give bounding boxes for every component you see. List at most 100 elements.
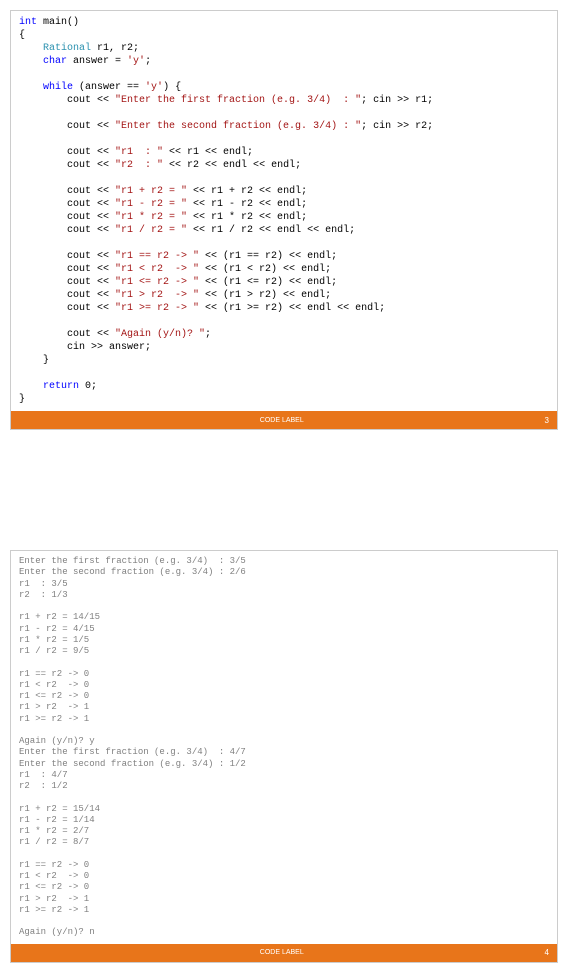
code-token: ; cin >> r2;: [361, 121, 433, 132]
page-number: 3: [545, 416, 549, 425]
console-line: r1 <= r2 -> 0: [19, 882, 549, 893]
code-line: cout << "r1 >= r2 -> " << (r1 >= r2) << …: [19, 302, 549, 315]
code-token: "r2 : ": [115, 160, 163, 171]
console-line: Again (y/n)? n: [19, 927, 549, 938]
code-token: answer =: [67, 56, 127, 67]
code-token: return: [43, 381, 79, 392]
code-token: cout <<: [67, 264, 115, 275]
code-token: main(): [37, 17, 79, 28]
code-token: ;: [205, 329, 211, 340]
code-token: ;: [145, 56, 151, 67]
console-line: r1 - r2 = 1/14: [19, 815, 549, 826]
console-line: r1 < r2 -> 0: [19, 680, 549, 691]
code-token: [19, 134, 25, 145]
console-line: Again (y/n)? y: [19, 736, 549, 747]
code-token: cout <<: [67, 121, 115, 132]
code-line: cout << "r1 : " << r1 << endl;: [19, 146, 549, 159]
code-token: "r1 >= r2 -> ": [115, 303, 199, 314]
code-line: cin >> answer;: [19, 341, 549, 354]
code-token: << r1 - r2 << endl;: [187, 199, 307, 210]
code-token: "Enter the first fraction (e.g. 3/4) : ": [115, 95, 361, 106]
code-token: "r1 <= r2 -> ": [115, 277, 199, 288]
code-footer: CODE LABEL 3: [11, 411, 557, 429]
code-line: [19, 315, 549, 328]
console-line: r1 == r2 -> 0: [19, 860, 549, 871]
code-line: cout << "r1 > r2 -> " << (r1 > r2) << en…: [19, 289, 549, 302]
console-line: [19, 657, 549, 668]
code-line: cout << "r2 : " << r2 << endl << endl;: [19, 159, 549, 172]
code-line: cout << "Enter the first fraction (e.g. …: [19, 94, 549, 107]
code-token: << r1 + r2 << endl;: [187, 186, 307, 197]
console-line: r1 - r2 = 4/15: [19, 624, 549, 635]
code-line: cout << "r1 == r2 -> " << (r1 == r2) << …: [19, 250, 549, 263]
code-token: r1, r2;: [91, 43, 139, 54]
output-footer: CODE LABEL 4: [11, 944, 557, 962]
code-token: while: [43, 82, 73, 93]
code-token: char: [43, 56, 67, 67]
code-line: cout << "r1 + r2 = " << r1 + r2 << endl;: [19, 185, 549, 198]
code-token: << r1 << endl;: [163, 147, 253, 158]
code-line: [19, 237, 549, 250]
code-token: cout <<: [67, 147, 115, 158]
code-token: [19, 368, 25, 379]
code-token: cout <<: [67, 277, 115, 288]
code-token: ; cin >> r1;: [361, 95, 433, 106]
code-line: cout << "r1 < r2 -> " << (r1 < r2) << en…: [19, 263, 549, 276]
code-line: cout << "r1 <= r2 -> " << (r1 <= r2) << …: [19, 276, 549, 289]
console-line: [19, 792, 549, 803]
code-line: cout << "Again (y/n)? ";: [19, 328, 549, 341]
code-line: while (answer == 'y') {: [19, 81, 549, 94]
code-token: }: [43, 355, 49, 366]
code-token: cout <<: [67, 225, 115, 236]
console-line: r1 * r2 = 1/5: [19, 635, 549, 646]
code-token: "r1 < r2 -> ": [115, 264, 199, 275]
footer-label: CODE LABEL: [19, 949, 545, 956]
console-line: r1 + r2 = 15/14: [19, 804, 549, 815]
console-line: r1 > r2 -> 1: [19, 894, 549, 905]
code-token: [19, 173, 25, 184]
code-line: cout << "r1 - r2 = " << r1 - r2 << endl;: [19, 198, 549, 211]
code-token: 'y': [127, 56, 145, 67]
code-token: 0;: [79, 381, 97, 392]
code-token: "Again (y/n)? ": [115, 329, 205, 340]
console-line: r1 >= r2 -> 1: [19, 714, 549, 725]
code-block: int main(){ Rational r1, r2; char answer…: [10, 10, 558, 430]
code-token: (answer ==: [73, 82, 145, 93]
code-token: "r1 : ": [115, 147, 163, 158]
code-token: [19, 316, 25, 327]
code-line: [19, 133, 549, 146]
console-line: r1 / r2 = 9/5: [19, 646, 549, 657]
code-content: int main(){ Rational r1, r2; char answer…: [11, 11, 557, 411]
code-token: "Enter the second fraction (e.g. 3/4) : …: [115, 121, 361, 132]
code-line: int main(): [19, 16, 549, 29]
code-token: {: [19, 30, 25, 41]
code-token: << (r1 >= r2) << endl << endl;: [199, 303, 385, 314]
code-token: 'y': [145, 82, 163, 93]
console-line: Enter the second fraction (e.g. 3/4) : 1…: [19, 759, 549, 770]
code-line: [19, 68, 549, 81]
code-line: }: [19, 393, 549, 406]
console-line: r1 : 3/5: [19, 579, 549, 590]
code-token: }: [19, 394, 25, 405]
code-token: cout <<: [67, 199, 115, 210]
code-line: }: [19, 354, 549, 367]
console-line: r1 : 4/7: [19, 770, 549, 781]
code-token: cout <<: [67, 251, 115, 262]
console-line: r2 : 1/3: [19, 590, 549, 601]
code-token: Rational: [43, 43, 91, 54]
code-token: ) {: [163, 82, 181, 93]
console-line: r1 >= r2 -> 1: [19, 905, 549, 916]
code-line: char answer = 'y';: [19, 55, 549, 68]
code-token: [19, 69, 25, 80]
output-block: Enter the first fraction (e.g. 3/4) : 3/…: [10, 550, 558, 963]
console-line: [19, 916, 549, 927]
console-line: Enter the second fraction (e.g. 3/4) : 2…: [19, 567, 549, 578]
code-token: << (r1 > r2) << endl;: [199, 290, 331, 301]
code-token: << (r1 < r2) << endl;: [199, 264, 331, 275]
code-token: "r1 + r2 = ": [115, 186, 187, 197]
console-line: r1 < r2 -> 0: [19, 871, 549, 882]
code-token: int: [19, 17, 37, 28]
console-line: [19, 849, 549, 860]
footer-label: CODE LABEL: [19, 417, 545, 424]
code-line: cout << "Enter the second fraction (e.g.…: [19, 120, 549, 133]
